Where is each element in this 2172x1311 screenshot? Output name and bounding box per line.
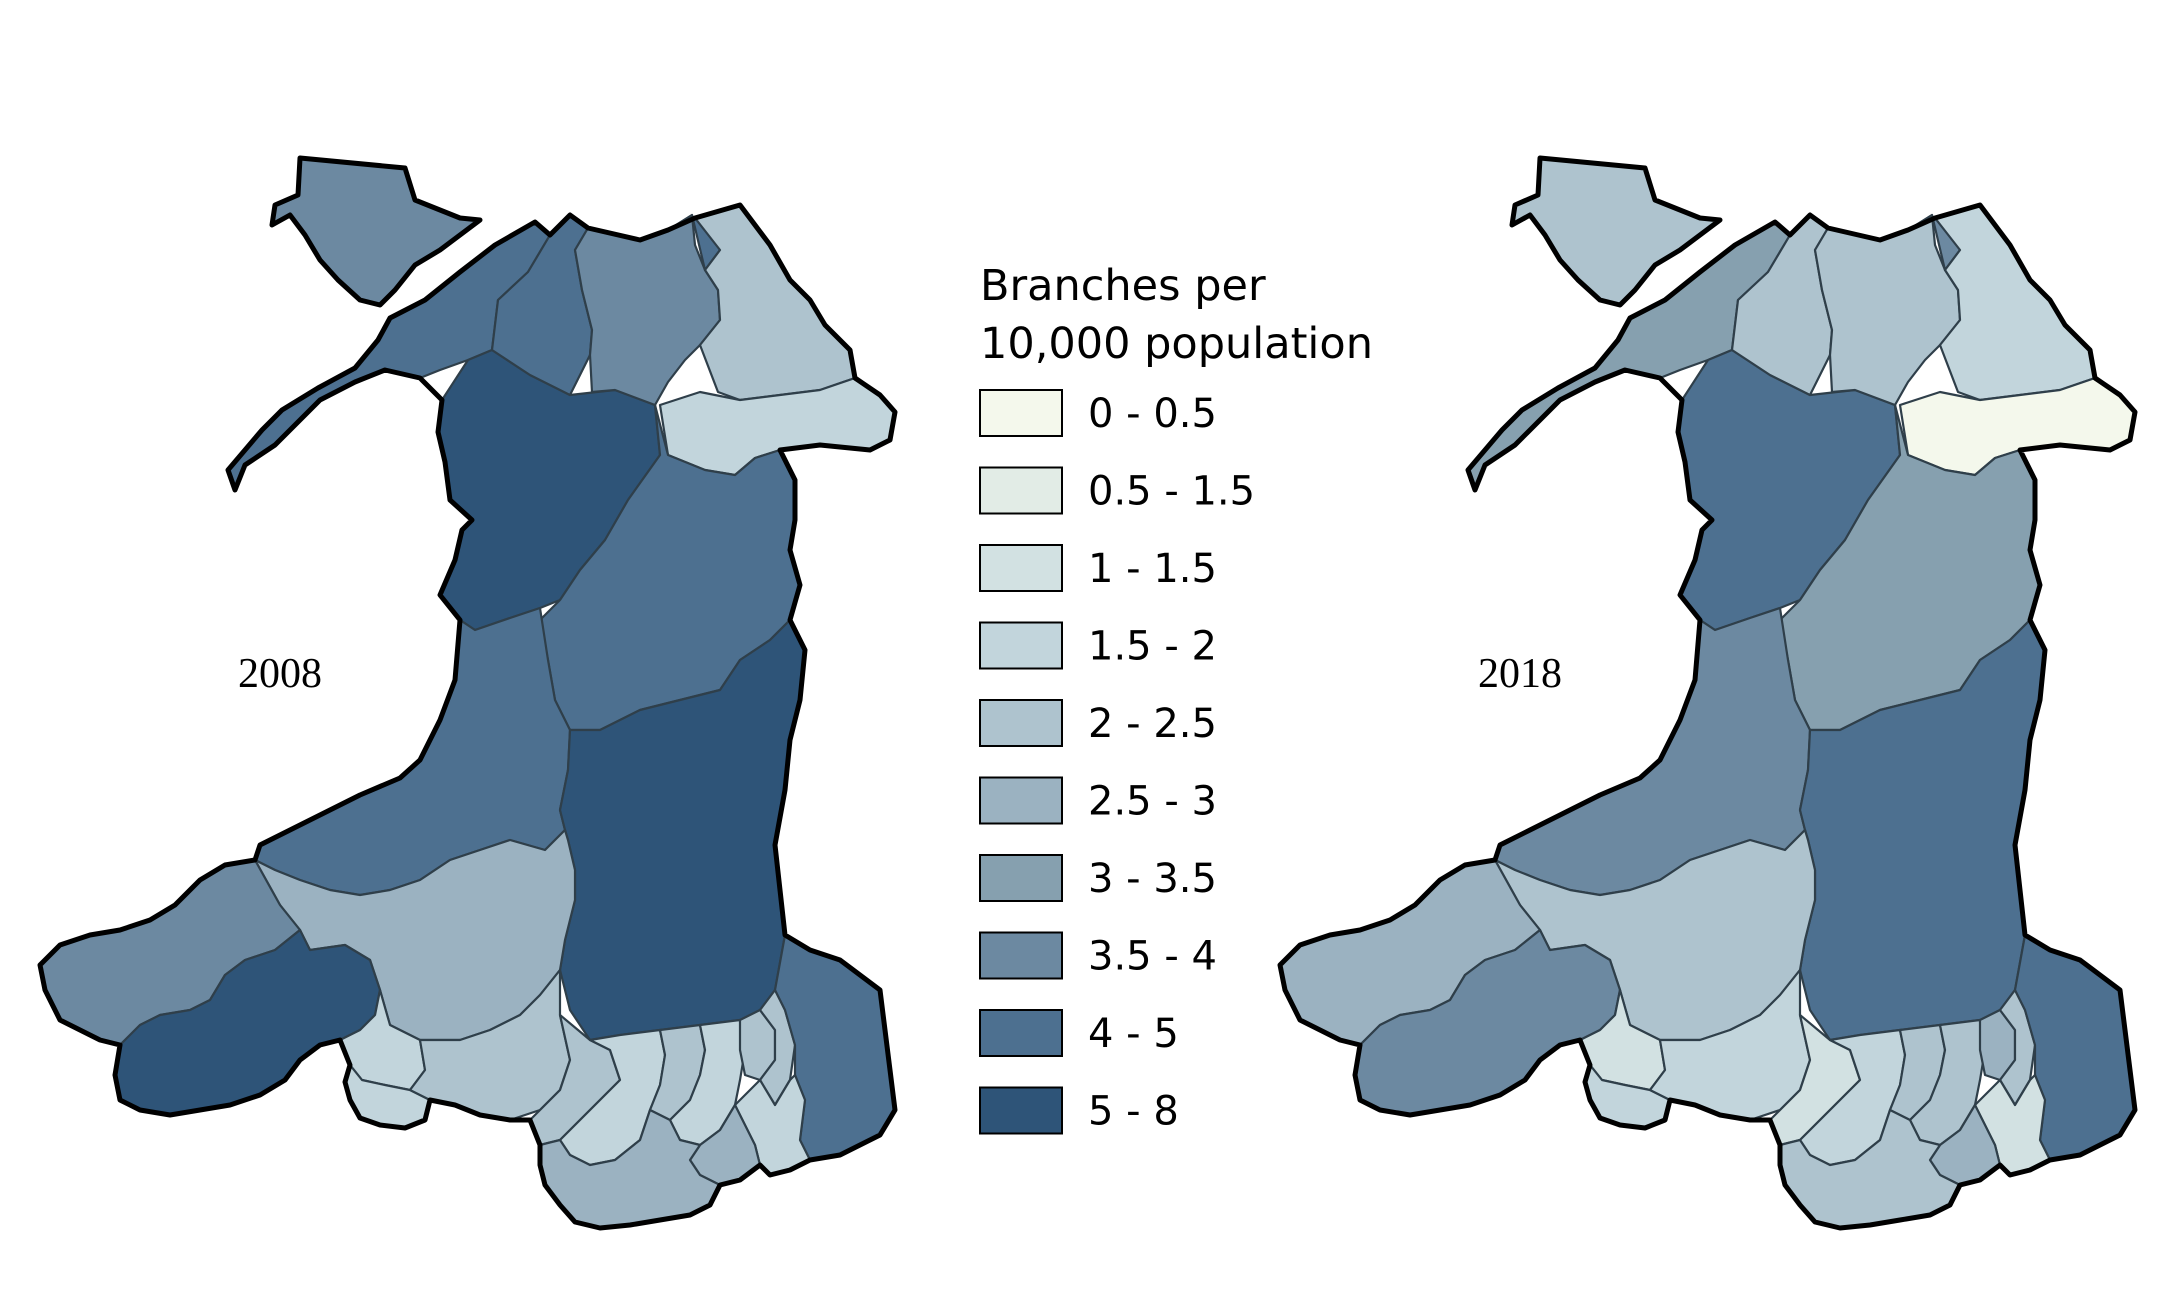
year-label: 2018 [1478, 651, 1562, 697]
legend: Branches per 10,000 population 0 - 0.5 0.… [979, 261, 1373, 1135]
map-2008: 2008 [37, 155, 898, 1231]
legend-swatch [979, 776, 1063, 825]
legend-swatch [979, 621, 1063, 670]
coastline [1277, 155, 2138, 1231]
legend-swatch [979, 544, 1063, 592]
coastline [37, 155, 898, 1231]
legend-label: 1.5 - 2 [1088, 624, 1217, 670]
legend-items: 0 - 0.5 0.5 - 1.5 1 - 1.5 1.5 - 2 2 - 2.5 2.5… [979, 389, 1255, 1135]
region-flintshire-e [1933, 203, 2097, 402]
legend-label: 5 - 8 [1088, 1089, 1179, 1135]
legend-label: 0 - 0.5 [1088, 391, 1217, 437]
legend-swatch [979, 931, 1063, 980]
legend-label: 0.5 - 1.5 [1088, 469, 1255, 515]
map-regions [1278, 156, 2137, 1230]
map-regions [38, 156, 897, 1230]
legend-label: 3.5 - 4 [1088, 934, 1217, 980]
legend-label: 2 - 2.5 [1088, 701, 1217, 747]
region-flintshire-e [693, 203, 857, 402]
map-2018: 2018 [1277, 155, 2138, 1231]
legend-swatch [979, 1086, 1063, 1135]
legend-swatch [979, 854, 1063, 902]
legend-title-line2: 10,000 population [980, 319, 1373, 369]
year-label: 2008 [238, 651, 322, 697]
legend-title-line1: Branches per [980, 261, 1266, 311]
legend-swatch [979, 1009, 1063, 1057]
legend-label: 1 - 1.5 [1088, 546, 1217, 592]
legend-label: 3 - 3.5 [1088, 856, 1217, 902]
legend-label: 2.5 - 3 [1088, 779, 1217, 825]
legend-swatch [979, 466, 1063, 515]
legend-swatch [979, 699, 1063, 747]
legend-swatch [979, 389, 1063, 437]
legend-label: 4 - 5 [1088, 1011, 1179, 1057]
